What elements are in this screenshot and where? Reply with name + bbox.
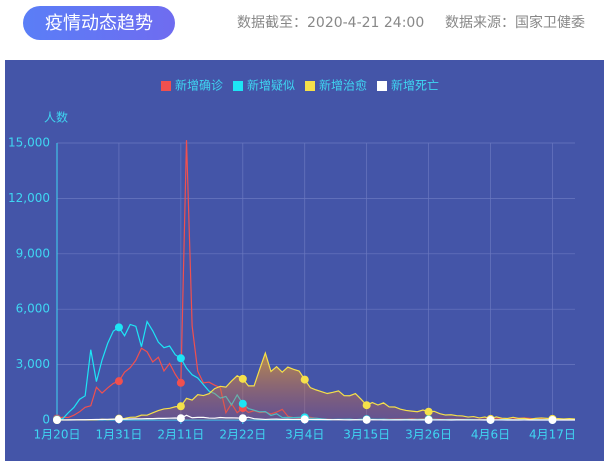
page-title: 疫情动态趋势 bbox=[45, 13, 153, 34]
legend-label: 新增疑似 bbox=[247, 78, 295, 93]
point bbox=[176, 414, 185, 423]
legend-label: 新增死亡 bbox=[391, 78, 439, 93]
y-tick-label: 12,000 bbox=[8, 191, 50, 205]
legend-label: 新增治愈 bbox=[319, 78, 367, 93]
point bbox=[300, 415, 309, 424]
point bbox=[176, 402, 185, 411]
y-tick-label: 3,000 bbox=[16, 357, 50, 371]
point bbox=[548, 416, 557, 424]
y-axis-label: 人数 bbox=[44, 110, 68, 125]
y-tick-label: 6,000 bbox=[16, 302, 50, 316]
x-tick-label: 3月15日 bbox=[343, 428, 390, 442]
x-tick-label: 3月4日 bbox=[285, 428, 324, 442]
y-tick-label: 0 bbox=[42, 413, 50, 427]
y-tick-label: 9,000 bbox=[16, 246, 50, 260]
x-tick-label: 4月17日 bbox=[529, 428, 576, 442]
point bbox=[114, 377, 123, 386]
point bbox=[53, 416, 61, 424]
point bbox=[362, 415, 371, 424]
legend-swatch bbox=[161, 81, 171, 91]
legend-swatch bbox=[305, 81, 315, 91]
point bbox=[424, 415, 433, 424]
legend-swatch bbox=[233, 81, 243, 91]
point bbox=[238, 414, 247, 423]
y-tick-label: 15,000 bbox=[8, 136, 50, 150]
point bbox=[114, 323, 123, 332]
point bbox=[238, 374, 247, 383]
area bbox=[57, 353, 575, 420]
point bbox=[114, 415, 123, 424]
data-source: 数据来源：国家卫健委 bbox=[445, 14, 585, 31]
point bbox=[176, 378, 185, 387]
point bbox=[176, 354, 185, 363]
point bbox=[486, 415, 495, 424]
legend-label: 新增确诊 bbox=[175, 78, 223, 93]
updated-time: 数据截至：2020-4-21 24:00 bbox=[237, 15, 424, 31]
point bbox=[300, 375, 309, 384]
x-tick-label: 2月11日 bbox=[157, 428, 204, 442]
point bbox=[424, 407, 433, 416]
x-tick-label: 1月31日 bbox=[95, 428, 142, 442]
x-tick-label: 2月22日 bbox=[219, 428, 266, 442]
legend-swatch bbox=[377, 81, 387, 91]
x-tick-label: 3月26日 bbox=[405, 428, 452, 442]
plot: 0 3,000 6,000 9,000 12,000 15,000 1月20日 1月31日 2月… bbox=[8, 78, 576, 442]
x-tick-label: 4月6日 bbox=[471, 428, 510, 442]
point bbox=[238, 399, 247, 408]
point bbox=[362, 401, 371, 410]
title-pill bbox=[23, 6, 175, 40]
x-tick-label: 1月20日 bbox=[34, 428, 81, 442]
